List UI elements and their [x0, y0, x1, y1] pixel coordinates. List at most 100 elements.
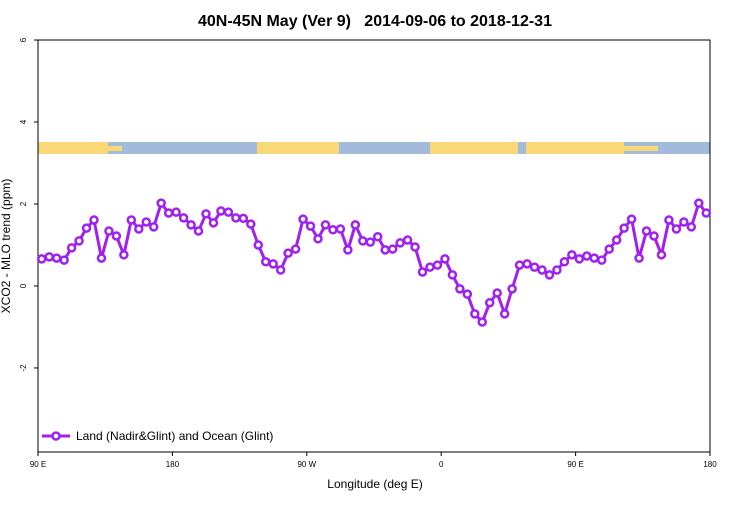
data-point — [559, 257, 570, 267]
data-point — [514, 260, 525, 270]
data-point — [462, 289, 473, 299]
land-band — [624, 146, 658, 151]
land-band — [430, 142, 518, 154]
data-point — [260, 257, 271, 267]
data-point — [343, 245, 353, 255]
data-point — [649, 231, 659, 241]
data-point — [537, 265, 547, 275]
data-point — [59, 255, 69, 265]
data-point — [372, 232, 383, 242]
data-point — [186, 220, 196, 230]
data-point — [455, 284, 465, 294]
data-point — [574, 254, 585, 264]
data-point — [328, 225, 338, 235]
data-point — [611, 235, 622, 245]
y-tick-label: 0 — [19, 283, 28, 288]
data-point — [253, 240, 264, 250]
data-point — [432, 260, 443, 270]
data-point — [171, 207, 181, 217]
x-tick-label: 0 — [439, 460, 444, 469]
data-point — [522, 259, 532, 269]
data-point — [313, 234, 323, 244]
data-point — [492, 288, 502, 298]
data-point — [96, 253, 107, 263]
land-band — [526, 142, 624, 154]
data-point — [223, 207, 234, 217]
data-point — [567, 250, 577, 260]
data-point — [246, 219, 256, 229]
land-ocean-strip — [38, 142, 710, 154]
data-point — [664, 215, 674, 225]
data-point — [275, 265, 286, 275]
data-point — [529, 262, 540, 272]
data-point — [201, 209, 211, 219]
data-point — [148, 222, 159, 232]
legend-marker — [51, 431, 61, 441]
data-point — [656, 250, 667, 260]
chart-title: 40N-45N May (Ver 9) 2014-09-06 to 2018-1… — [198, 13, 552, 30]
y-tick-label: 4 — [19, 119, 28, 124]
data-point — [134, 224, 144, 234]
data-point — [596, 255, 607, 265]
x-tick-label: 90 E — [567, 460, 583, 469]
data-point — [402, 235, 413, 245]
plot-frame — [37, 39, 711, 453]
data-point — [238, 213, 249, 224]
data-line — [41, 199, 708, 325]
y-tick-label: -2 — [19, 364, 28, 372]
data-point — [81, 223, 92, 233]
data-point — [358, 236, 368, 246]
data-point — [634, 253, 644, 263]
legend-label: Land (Nadir&Glint) and Ocean (Glint) — [76, 429, 273, 443]
data-point — [410, 242, 420, 252]
data-point — [163, 208, 174, 218]
data-point — [619, 223, 629, 233]
data-point — [298, 214, 308, 224]
data-point — [156, 198, 166, 208]
data-point — [447, 270, 458, 280]
land-band — [108, 146, 122, 151]
data-point — [701, 208, 712, 218]
data-point — [51, 253, 62, 263]
data-point — [417, 267, 428, 277]
data-point — [470, 309, 480, 319]
data-point — [686, 222, 697, 232]
data-point — [604, 244, 614, 254]
x-tick-label: 90 E — [30, 460, 46, 469]
data-point — [641, 226, 652, 236]
data-point — [111, 231, 122, 241]
data-point — [350, 220, 361, 230]
data-point — [268, 259, 278, 269]
data-point — [141, 217, 152, 227]
data-point — [694, 198, 704, 208]
data-point — [44, 252, 54, 262]
data-point — [290, 244, 301, 254]
y-tick-label: 6 — [19, 37, 28, 42]
data-point — [484, 298, 495, 308]
data-point — [582, 251, 592, 261]
data-point — [365, 237, 376, 247]
data-point — [320, 220, 331, 230]
data-point — [231, 213, 241, 223]
x-tick-label: 90 W — [297, 460, 316, 469]
y-tick-label: 2 — [19, 201, 28, 206]
data-point — [671, 224, 682, 234]
data-point — [387, 244, 398, 254]
data-point — [193, 226, 204, 236]
data-point — [36, 254, 47, 264]
data-point — [395, 238, 405, 248]
data-point — [104, 226, 114, 236]
land-band — [257, 142, 339, 154]
data-point — [477, 317, 488, 327]
x-axis-label: Longitude (deg E) — [327, 477, 422, 491]
data-point — [208, 218, 219, 228]
x-tick-label: 180 — [166, 460, 180, 469]
data-point — [178, 213, 189, 223]
data-point — [425, 262, 435, 272]
data-point — [626, 214, 637, 224]
data-point — [89, 215, 99, 225]
data-point — [66, 243, 77, 253]
y-axis-label: XCO2 - MLO trend (ppm) — [0, 179, 13, 314]
